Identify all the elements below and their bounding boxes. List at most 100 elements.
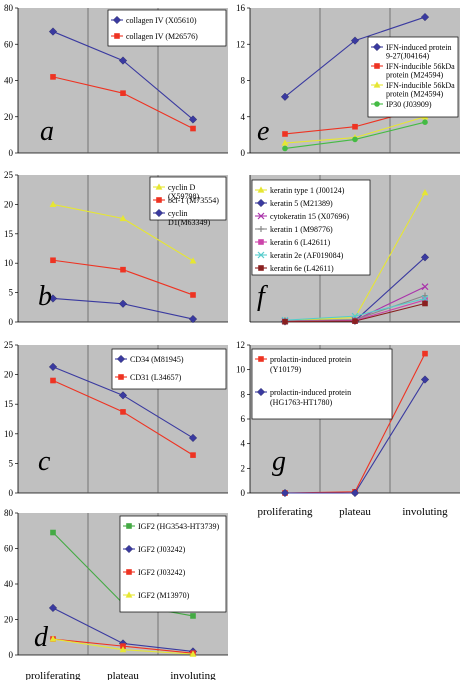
panel-letter: e [257, 116, 269, 147]
data-point [421, 189, 429, 196]
y-tick-label: 2 [241, 463, 246, 473]
y-tick-label: 10 [4, 258, 14, 268]
data-point [282, 318, 288, 325]
data-point [420, 12, 430, 22]
data-point [48, 294, 58, 303]
data-point [350, 36, 360, 45]
legend-box [119, 515, 227, 613]
legend-marker [374, 63, 380, 69]
y-tick-label: 0 [9, 650, 14, 660]
x-category-label: proliferating [258, 506, 313, 518]
y-tick-label: 80 [4, 3, 14, 13]
legend-entry: keratin 2e (AF019084) [270, 251, 344, 260]
legend-marker [373, 81, 381, 88]
y-tick-label: 20 [4, 199, 14, 209]
y-tick-label: 16 [236, 3, 246, 13]
data-point [50, 257, 56, 264]
x-category-label: proliferating [26, 670, 81, 680]
data-point [422, 350, 428, 357]
data-point [48, 27, 58, 36]
legend-entry: IFN-induced protein 9-27(J04164) [386, 43, 452, 61]
legend-entry: IP30 (J03909) [386, 100, 432, 109]
y-tick-label: 0 [9, 317, 14, 327]
data-point [189, 257, 197, 264]
data-point [280, 92, 290, 101]
chart-panel-f: keratin type 1 (J00124) keratin 5 (M21389… [249, 175, 460, 326]
legend-marker [257, 251, 265, 259]
legend-entry: prolactin-induced protein (HG1763-HT1780) [270, 388, 351, 407]
x-category-label: involuting [402, 506, 448, 518]
y-tick-label: 10 [4, 429, 14, 439]
legend-marker [112, 15, 122, 25]
data-point [50, 377, 56, 384]
panel-letter: a [40, 116, 54, 147]
y-tick-label: 15 [4, 229, 14, 239]
data-point [190, 613, 196, 619]
data-point [119, 646, 127, 653]
legend-entry: IGF2 (J03242) [138, 568, 186, 577]
legend-entry: keratin 5 (M21389) [270, 199, 333, 208]
legend-marker [155, 183, 163, 190]
data-point [120, 266, 126, 273]
legend-marker [114, 33, 120, 39]
y-tick-label: 25 [4, 340, 14, 350]
data-point [422, 119, 428, 125]
data-point [48, 603, 58, 613]
legend-box [107, 9, 227, 47]
data-point [420, 253, 430, 262]
legend-marker [118, 374, 124, 380]
y-tick-label: 12 [236, 340, 245, 350]
legend-entry: IGF2 (HG3543-HT3739) [138, 522, 219, 531]
data-point [118, 56, 128, 65]
data-point [420, 375, 430, 384]
data-point [421, 295, 429, 302]
data-point [282, 145, 288, 152]
data-point [422, 300, 428, 307]
data-point [280, 488, 290, 498]
chart-panel-d: 0 20 40 60 80 IGF2 (HG3543-HT3739) IGF2 (J0324… [4, 508, 228, 680]
legend-marker [154, 208, 164, 218]
legend-box [111, 348, 227, 390]
y-tick-label: 10 [236, 365, 246, 375]
data-point [352, 136, 358, 143]
legend-marker [256, 198, 266, 208]
y-tick-label: 20 [4, 370, 14, 380]
data-point [120, 90, 126, 96]
y-tick-label: 0 [241, 488, 246, 498]
y-tick-label: 8 [241, 76, 246, 86]
data-point [350, 488, 360, 498]
legend-marker [126, 569, 132, 575]
legend-marker [256, 387, 266, 397]
legend-marker [258, 265, 264, 271]
legend-entry: IFN-inducible 56kDa protein (M24594) [386, 81, 455, 99]
y-tick-label: 40 [4, 579, 14, 589]
legend-entry: keratin 6 (L42611) [270, 238, 330, 247]
data-point [281, 139, 289, 146]
y-tick-label: 60 [4, 39, 14, 49]
y-tick-label: 6 [241, 414, 246, 424]
legend-entry: CD31 (L34657) [130, 373, 182, 382]
legend-marker [257, 212, 265, 220]
data-point [118, 391, 128, 400]
legend-entry: bcl-1 (M73554) [168, 196, 219, 205]
data-point [188, 115, 198, 124]
panel-letter: f [257, 281, 268, 312]
legend-marker [156, 197, 162, 203]
y-tick-label: 80 [4, 508, 14, 518]
legend-box [251, 179, 371, 276]
data-point [50, 529, 56, 536]
legend-entry: keratin type 1 (J00124) [270, 186, 345, 195]
y-tick-label: 5 [9, 458, 14, 468]
y-tick-label: 4 [241, 439, 246, 449]
legend-entry: keratin 6e (L42611) [270, 264, 334, 273]
y-tick-label: 8 [241, 389, 246, 399]
data-point [49, 200, 57, 207]
legend-entry: IGF2 (J03242) [138, 545, 186, 554]
x-category-label: involuting [170, 670, 216, 680]
legend-marker [258, 239, 264, 245]
data-point [282, 131, 288, 137]
panel-letter: d [34, 622, 49, 653]
y-tick-label: 0 [241, 148, 246, 158]
legend-entry: IGF2 (M13970) [138, 591, 190, 600]
